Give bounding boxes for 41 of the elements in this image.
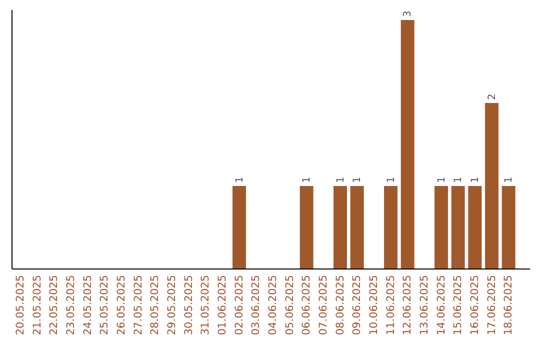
data-label: 3	[402, 10, 414, 17]
x-tick-label: 10.06.2025	[368, 275, 380, 336]
x-tick-label: 25.05.2025	[98, 275, 111, 336]
x-tick-label: 12.06.2025	[402, 275, 414, 336]
x-tick-label: 28.05.2025	[149, 275, 162, 336]
x-tick-label: 13.06.2025	[418, 275, 430, 336]
x-tick-label: 16.06.2025	[468, 275, 481, 336]
data-label: 1	[234, 176, 246, 183]
x-tick-label: 06.06.2025	[300, 275, 313, 336]
x-tick-label: 02.06.2025	[233, 275, 246, 336]
x-tick-label: 26.05.2025	[115, 275, 128, 336]
x-tick-label: 23.05.2025	[64, 275, 77, 336]
x-tick-label: 07.06.2025	[317, 275, 330, 336]
x-tick-label: 03.06.2025	[250, 275, 262, 336]
data-label: 1	[453, 176, 464, 183]
x-tick-label: 09.06.2025	[351, 275, 364, 336]
x-tick-label: 20.05.2025	[14, 275, 26, 336]
x-tick-label: 29.05.2025	[166, 275, 178, 336]
x-tick-label: 27.05.2025	[132, 275, 144, 336]
x-tick-label: 22.05.2025	[48, 275, 60, 336]
x-tick-label: 05.06.2025	[284, 275, 296, 336]
x-tick-label: 14.06.2025	[435, 275, 448, 336]
x-tick-label: 11.06.2025	[384, 275, 397, 336]
x-tick-label: 01.06.2025	[216, 275, 228, 336]
data-label: 1	[504, 176, 515, 183]
data-label: 1	[470, 176, 481, 183]
data-label: 1	[436, 176, 448, 183]
x-tick-label: 18.06.2025	[502, 275, 515, 336]
data-label: 1	[352, 176, 364, 183]
x-tick-label: 04.06.2025	[266, 275, 279, 336]
x-tick-label: 21.05.2025	[31, 275, 44, 336]
x-tick-label: 17.06.2025	[486, 275, 498, 336]
x-tick-label: 08.06.2025	[334, 275, 346, 336]
x-tick-label: 30.05.2025	[182, 275, 195, 336]
data-label: 2	[486, 94, 498, 100]
x-tick-label: 31.05.2025	[200, 275, 212, 336]
x-tick-label: 15.06.2025	[452, 275, 464, 336]
data-label: 1	[335, 176, 346, 183]
data-label: 1	[302, 176, 313, 183]
data-label: 1	[386, 176, 397, 183]
x-tick-label: 24.05.2025	[82, 275, 94, 336]
